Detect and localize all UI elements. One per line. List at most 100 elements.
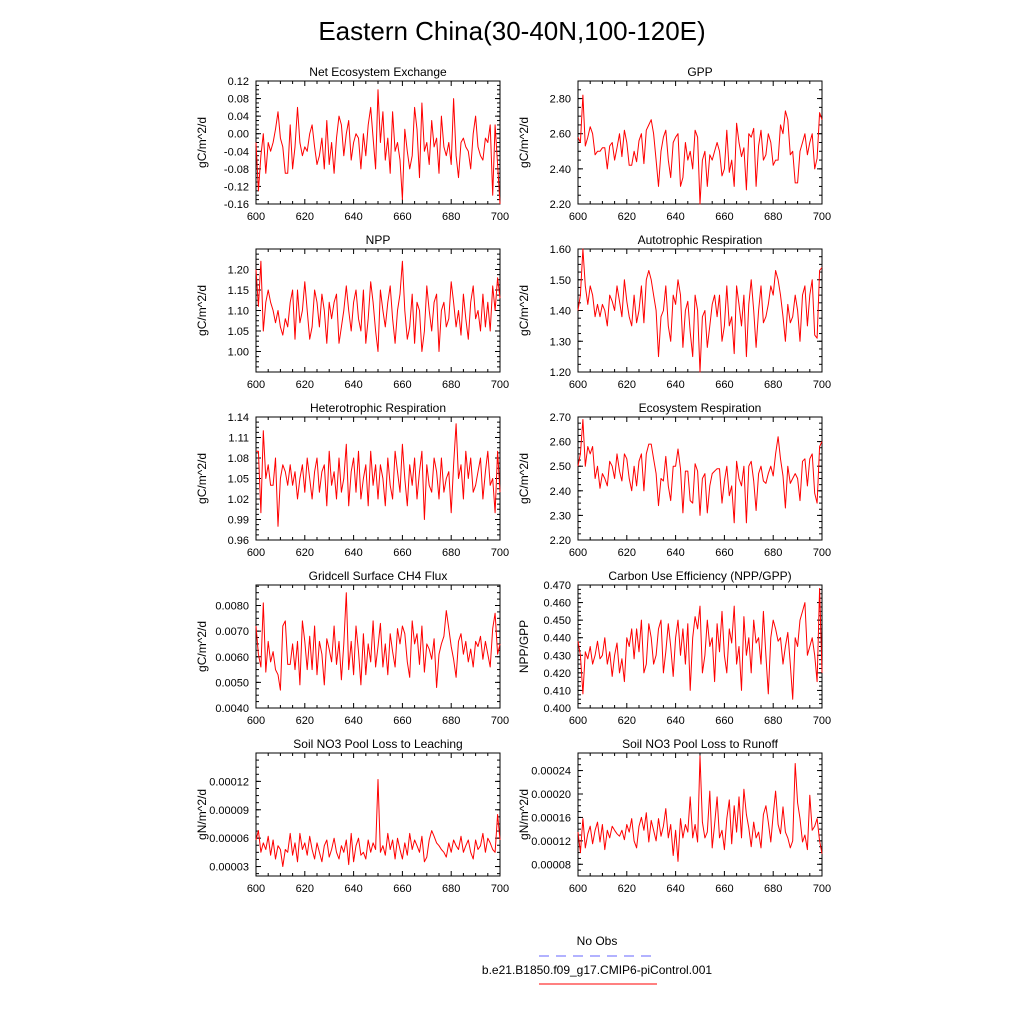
- plot-frame: [255, 248, 501, 373]
- y-tick-label: 1.05: [228, 474, 249, 486]
- series-line-heterotrophic-respiration: [256, 423, 501, 527]
- x-tick-label: 680: [442, 379, 460, 391]
- x-tick-label: 600: [247, 715, 265, 727]
- x-tick-label: 700: [491, 211, 509, 223]
- y-tick-label: 1.50: [550, 275, 571, 287]
- x-tick-label: 700: [813, 883, 831, 895]
- panel-title: Soil NO3 Pool Loss to Leaching: [293, 737, 462, 751]
- y-tick-label: 0.00024: [531, 766, 571, 778]
- x-tick-label: 640: [666, 211, 684, 223]
- legend-label-obs: No Obs: [577, 934, 618, 948]
- y-tick-label: 1.08: [228, 453, 249, 465]
- x-tick-label: 660: [715, 547, 733, 559]
- y-tick-label: 1.60: [550, 244, 571, 256]
- series-line-autotrophic-respiration: [577, 248, 823, 373]
- y-tick-label: 0.08: [228, 94, 249, 106]
- y-tick-label: 1.20: [228, 265, 249, 277]
- y-tick-label: 0.430: [543, 650, 571, 662]
- y-axis-label: gC/m^2/d: [195, 453, 209, 504]
- panel-title: Autotrophic Respiration: [638, 233, 763, 247]
- y-tick-label: 0.00: [228, 129, 249, 141]
- y-tick-label: 0.0080: [215, 601, 249, 613]
- x-tick-label: 640: [344, 211, 362, 223]
- y-tick-label: 2.30: [550, 510, 571, 522]
- y-axis-label: gC/m^2/d: [517, 117, 531, 168]
- series-line-gridcell-surface-ch4-flux: [255, 592, 501, 691]
- y-tick-label: 0.470: [543, 580, 571, 592]
- panel-title: Net Ecosystem Exchange: [309, 65, 447, 79]
- x-tick-label: 680: [442, 883, 460, 895]
- series-line-soil-no3-pool-loss-to-leaching: [255, 779, 501, 867]
- y-tick-label: 0.0070: [215, 626, 249, 638]
- x-tick-label: 620: [296, 211, 314, 223]
- plot-frame: [577, 80, 823, 205]
- x-tick-label: 660: [715, 211, 733, 223]
- x-tick-label: 640: [344, 715, 362, 727]
- legend: No Obs b.e21.B1850.f09_g17.CMIP6-piContr…: [482, 934, 712, 985]
- y-axis-label: gC/m^2/d: [195, 621, 209, 672]
- y-tick-label: 0.04: [228, 111, 249, 123]
- y-tick-label: -0.08: [224, 164, 249, 176]
- panel-ecosystem-respiration: Ecosystem Respiration gC/m^2/d 600 620 640 66…: [517, 401, 831, 559]
- x-tick-label: 600: [569, 211, 587, 223]
- x-tick-label: 640: [344, 379, 362, 391]
- y-tick-label: 2.40: [550, 486, 571, 498]
- x-tick-label: 660: [393, 715, 411, 727]
- x-tick-label: 660: [393, 211, 411, 223]
- y-tick-label: 0.440: [543, 633, 571, 645]
- y-tick-label: 0.400: [543, 703, 571, 715]
- y-tick-label: 2.80: [550, 94, 571, 106]
- y-tick-label: 0.00016: [531, 812, 571, 824]
- x-tick-label: 660: [715, 883, 733, 895]
- x-tick-label: 600: [247, 883, 265, 895]
- x-tick-label: 640: [344, 547, 362, 559]
- y-tick-label: 2.70: [550, 412, 571, 424]
- y-tick-label: -0.04: [224, 146, 249, 158]
- x-tick-label: 680: [764, 211, 782, 223]
- x-tick-label: 700: [813, 379, 831, 391]
- series-line-soil-no3-pool-loss-to-runoff: [577, 755, 823, 862]
- y-axis-label: gN/m^2/d: [517, 789, 531, 840]
- y-tick-label: 1.14: [228, 412, 249, 424]
- y-tick-label: 1.00: [228, 347, 249, 359]
- y-axis-label: gC/m^2/d: [195, 285, 209, 336]
- y-tick-label: 0.0060: [215, 652, 249, 664]
- y-tick-label: 2.20: [550, 199, 571, 211]
- y-tick-label: 0.0040: [215, 703, 249, 715]
- y-tick-label: 0.00003: [209, 862, 249, 874]
- y-tick-label: 0.410: [543, 685, 571, 697]
- x-tick-label: 620: [296, 883, 314, 895]
- x-tick-label: 620: [618, 547, 636, 559]
- panel-heterotrophic-respiration: Heterotrophic Respiration gC/m^2/d 600 620 6…: [195, 401, 509, 559]
- y-tick-label: 0.00012: [531, 836, 571, 848]
- x-tick-label: 700: [813, 211, 831, 223]
- x-tick-label: 680: [764, 379, 782, 391]
- panel-net-ecosystem-exchange: Net Ecosystem Exchange gC/m^2/d 600 620 640 6…: [195, 65, 509, 223]
- y-tick-label: 0.96: [228, 535, 249, 547]
- x-tick-label: 640: [666, 547, 684, 559]
- panel-carbon-use-efficiency-npp-gpp: Carbon Use Efficiency (NPP/GPP) NPP/GPP 60…: [517, 569, 831, 727]
- y-tick-label: 2.60: [550, 129, 571, 141]
- series-line-ecosystem-respiration: [577, 419, 823, 524]
- x-tick-label: 620: [618, 211, 636, 223]
- x-tick-label: 700: [491, 547, 509, 559]
- y-tick-label: 0.00012: [209, 776, 249, 788]
- x-tick-label: 620: [296, 547, 314, 559]
- x-tick-label: 660: [715, 715, 733, 727]
- y-tick-label: 2.50: [550, 461, 571, 473]
- y-tick-label: 1.20: [550, 367, 571, 379]
- y-tick-label: 0.00009: [209, 805, 249, 817]
- x-tick-label: 600: [247, 379, 265, 391]
- y-tick-label: 0.00008: [531, 859, 571, 871]
- panel-title: Ecosystem Respiration: [639, 401, 762, 415]
- y-tick-label: 0.12: [228, 76, 249, 88]
- y-tick-label: 2.20: [550, 535, 571, 547]
- x-tick-label: 700: [491, 883, 509, 895]
- panel-autotrophic-respiration: Autotrophic Respiration gC/m^2/d 600 620 640…: [517, 233, 831, 391]
- x-tick-label: 600: [569, 547, 587, 559]
- x-tick-label: 680: [442, 211, 460, 223]
- x-tick-label: 700: [813, 715, 831, 727]
- x-tick-label: 640: [666, 883, 684, 895]
- x-tick-label: 600: [247, 547, 265, 559]
